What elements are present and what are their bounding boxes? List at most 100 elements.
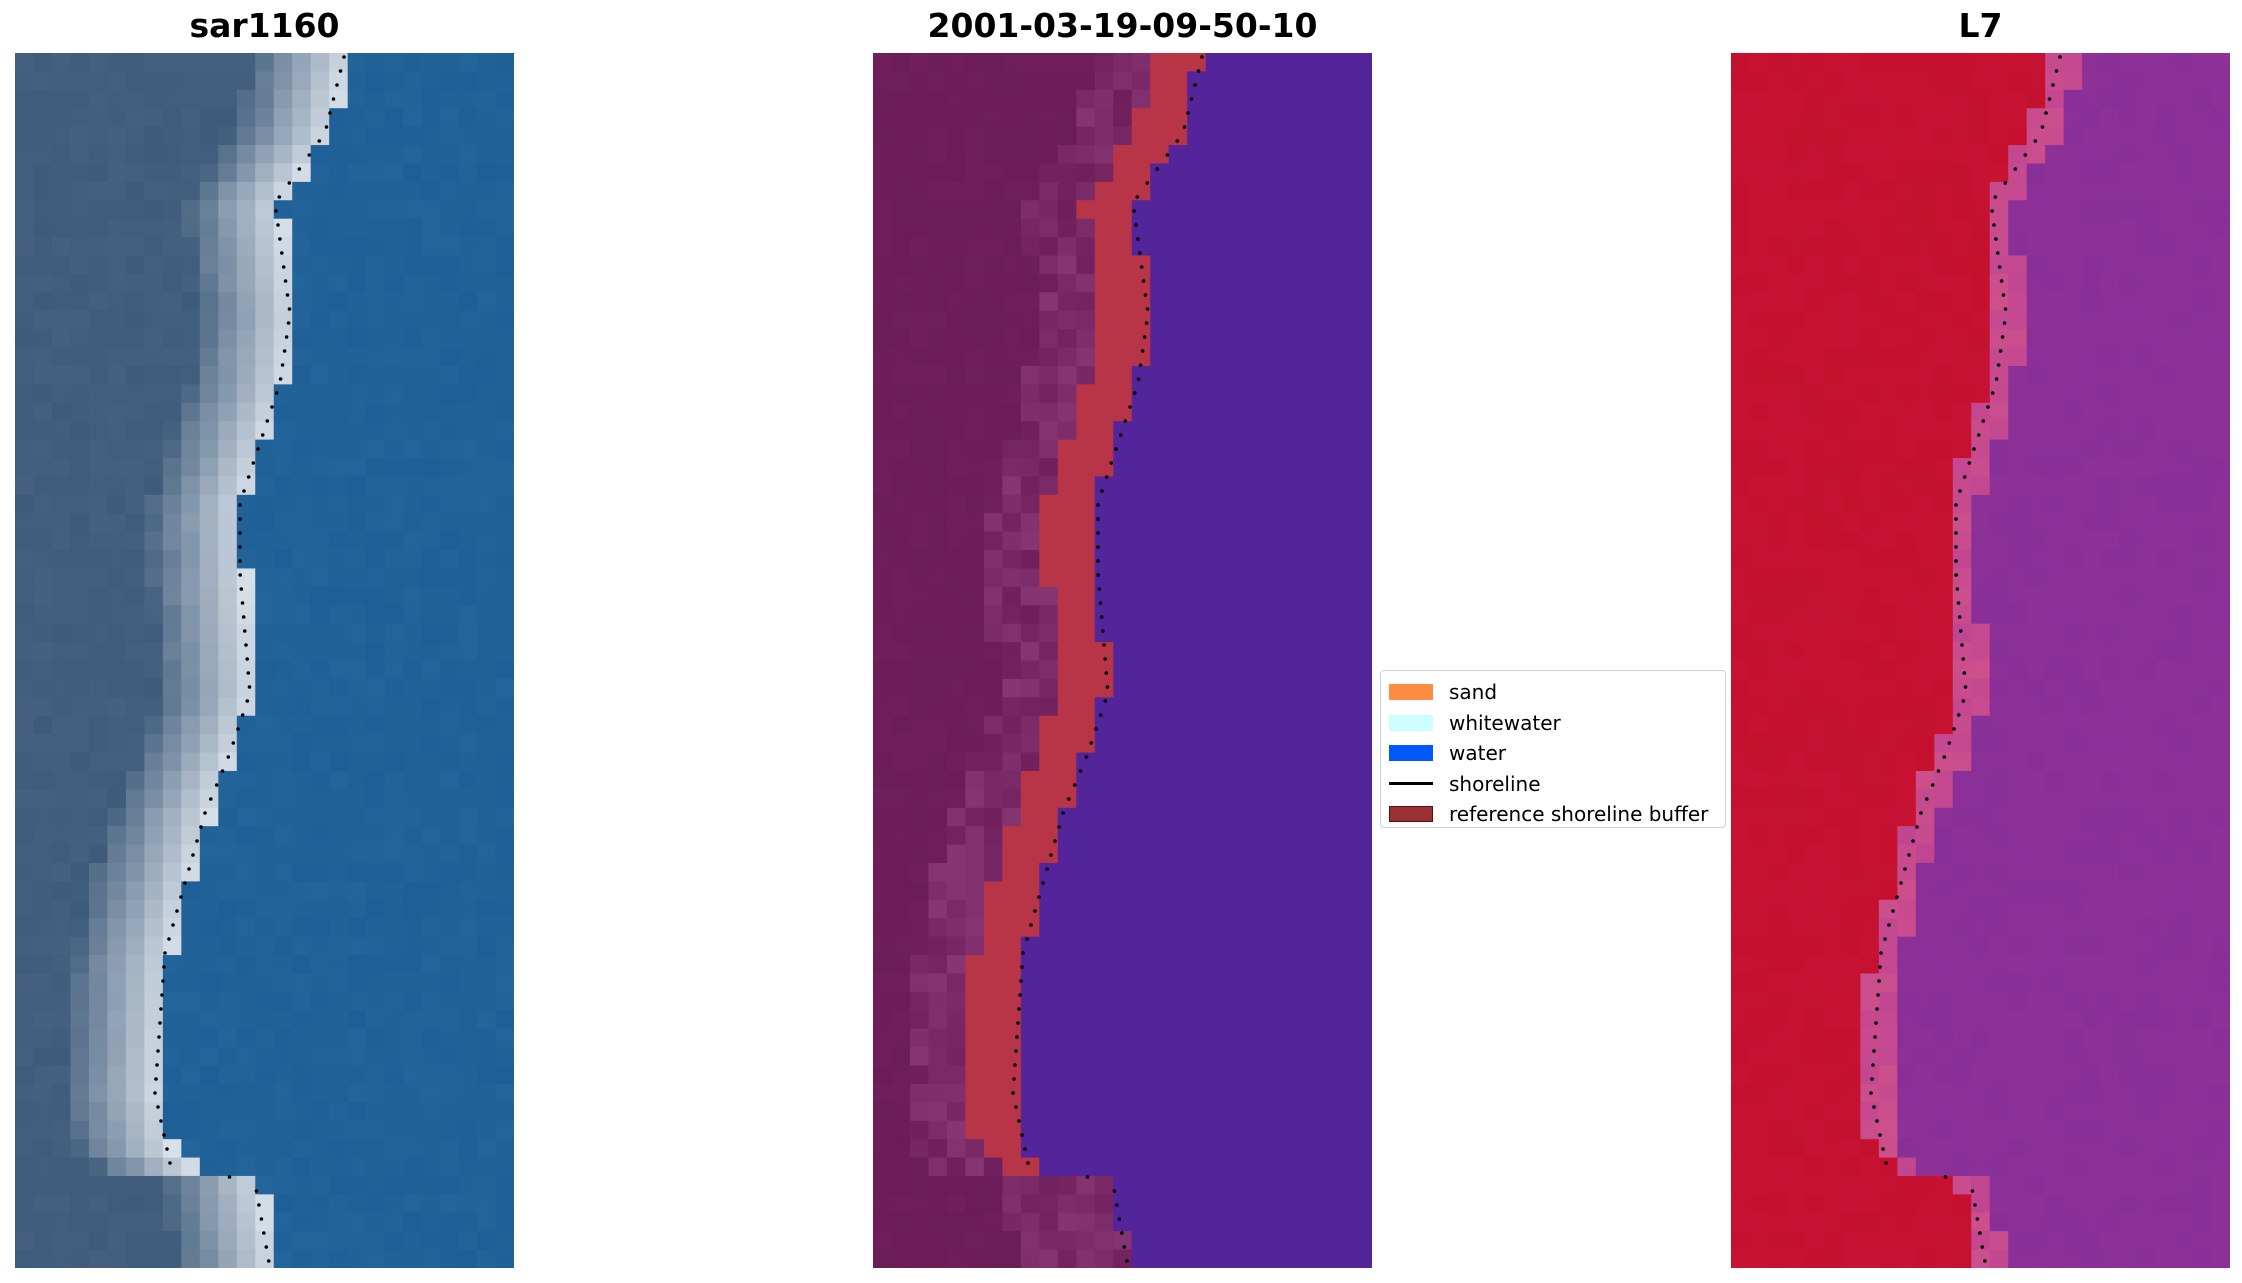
pixel-cell (292, 973, 312, 993)
pixel-cell (162, 145, 182, 165)
pixel-cell (477, 789, 497, 809)
pixel-cell (255, 660, 275, 680)
pixel-cell (1786, 439, 1806, 459)
pixel-cell (1897, 660, 1917, 680)
pixel-cell (88, 145, 109, 165)
pixel-cell (1298, 605, 1318, 625)
pixel-cell (440, 715, 460, 735)
pixel-cell (983, 1047, 1003, 1067)
pixel-cell (909, 678, 930, 698)
pixel-cell (1168, 310, 1188, 330)
pixel-cell (292, 1028, 312, 1048)
pixel-cell (873, 826, 893, 846)
pixel-cell (1316, 586, 1336, 606)
pixel-cell (946, 973, 967, 993)
pixel-cell (1915, 200, 1935, 220)
pixel-cell (1934, 458, 1954, 478)
pixel-cell (1279, 365, 1299, 385)
pixel-cell (1353, 660, 1372, 680)
pixel-cell (1113, 1047, 1133, 1067)
pixel-cell (107, 237, 127, 257)
pixel-cell (946, 71, 967, 91)
pixel-cell (347, 734, 367, 754)
pixel-cell (1804, 513, 1825, 533)
pixel-cell (107, 752, 127, 772)
pixel-cell (421, 531, 441, 551)
pixel-cell (1353, 181, 1372, 201)
pixel-cell (2045, 826, 2065, 846)
pixel-cell (88, 89, 109, 109)
pixel-cell (477, 568, 497, 588)
pixel-cell (1039, 1010, 1059, 1030)
pixel-cell (366, 678, 386, 698)
pixel-cell (1205, 844, 1225, 864)
pixel-cell (2137, 770, 2157, 790)
pixel-cell (1298, 1047, 1318, 1067)
pixel-cell (891, 973, 911, 993)
pixel-cell (162, 899, 182, 919)
pixel-cell (2045, 255, 2065, 275)
pixel-cell (107, 53, 127, 73)
pixel-cell (1168, 715, 1188, 735)
pixel-cell (1316, 1010, 1336, 1030)
pixel-cell (928, 402, 948, 422)
pixel-cell (2100, 586, 2120, 606)
pixel-cell (2063, 126, 2083, 146)
pixel-cell (199, 1194, 219, 1214)
pixel-cell (1224, 991, 1244, 1011)
pixel-cell (1786, 255, 1806, 275)
pixel-cell (70, 273, 90, 293)
pixel-cell (125, 1083, 145, 1103)
pixel-cell (495, 365, 514, 385)
pixel-cell (366, 1047, 386, 1067)
pixel-cell (218, 126, 238, 146)
pixel-cell (1823, 789, 1843, 809)
pixel-cell (983, 936, 1003, 956)
pixel-cell (1020, 770, 1040, 790)
pixel-cell (873, 752, 893, 772)
pixel-cell (2026, 89, 2046, 109)
pixel-cell (218, 1175, 238, 1195)
pixel-cell (162, 181, 182, 201)
pixel-cell (495, 1083, 514, 1103)
pixel-cell (70, 494, 90, 514)
pixel-cell (1205, 1083, 1225, 1103)
pixel-cell (1261, 660, 1281, 680)
pixel-cell (1224, 365, 1244, 385)
pixel-cell (292, 734, 312, 754)
shoreline-dot (307, 153, 312, 157)
pixel-cell (1749, 605, 1769, 625)
pixel-cell (1971, 181, 1991, 201)
pixel-cell (495, 476, 514, 496)
pixel-cell (1989, 494, 2009, 514)
pixel-cell (1823, 347, 1843, 367)
pixel-cell (2193, 863, 2213, 883)
pixel-cell (255, 365, 275, 385)
pixel-cell (1316, 734, 1336, 754)
pixel-cell (15, 329, 35, 349)
pixel-cell (1952, 660, 1972, 680)
pixel-cell (2193, 623, 2213, 643)
pixel-cell (1150, 734, 1170, 754)
pixel-cell (1113, 513, 1133, 533)
pixel-cell (366, 936, 386, 956)
pixel-cell (1113, 200, 1133, 220)
pixel-cell (928, 642, 948, 662)
pixel-cell (384, 623, 404, 643)
pixel-cell (2045, 181, 2065, 201)
pixel-cell (891, 1157, 911, 1177)
pixel-cell (1131, 1065, 1151, 1085)
pixel-cell (2211, 273, 2230, 293)
pixel-cell (1279, 550, 1299, 570)
pixel-cell (2119, 513, 2139, 533)
pixel-cell (1150, 863, 1170, 883)
pixel-cell (1934, 292, 1954, 312)
pixel-cell (1002, 899, 1022, 919)
pixel-cell (965, 826, 985, 846)
pixel-cell (218, 531, 238, 551)
pixel-cell (1298, 145, 1318, 165)
pixel-cell (1187, 531, 1207, 551)
pixel-cell (88, 734, 109, 754)
pixel-cell (1316, 826, 1336, 846)
pixel-cell (928, 384, 948, 404)
